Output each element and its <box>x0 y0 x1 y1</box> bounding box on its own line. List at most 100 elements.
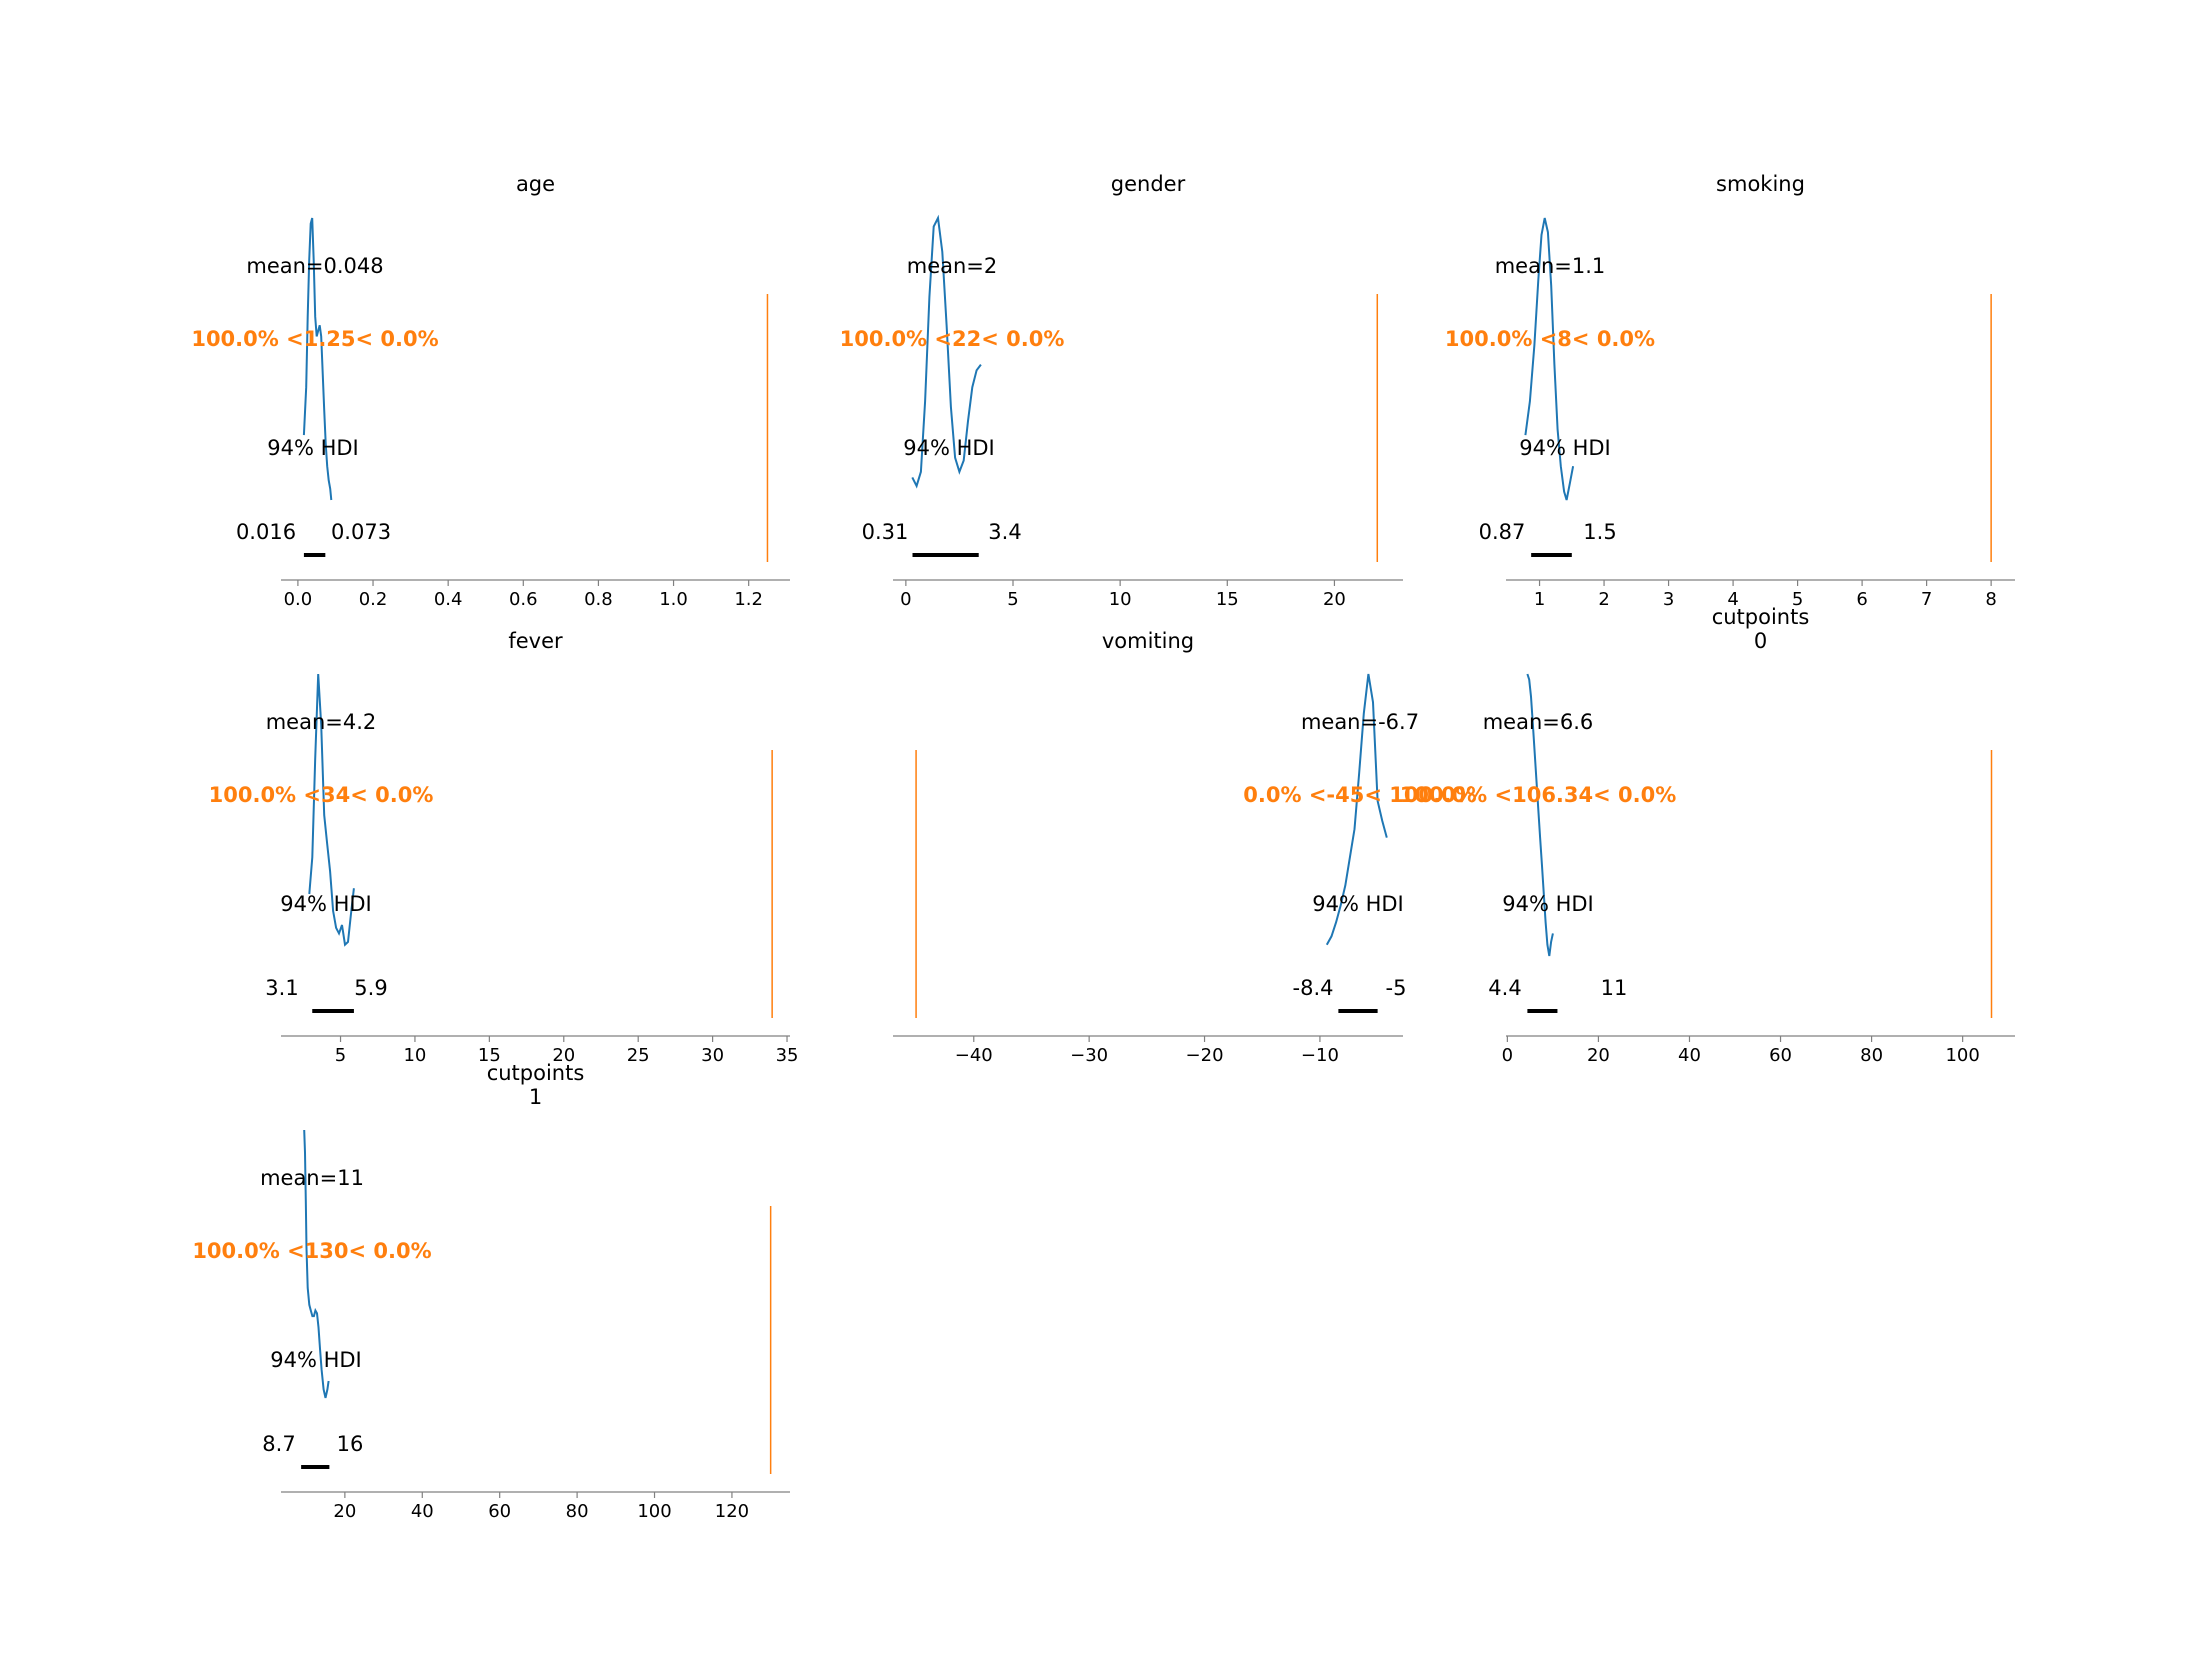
hdi-high-label: 11 <box>1601 976 1628 1000</box>
panel-1: gender 0 5 10 15 20 mean=2 100.0% <22< 0.0% 94% … <box>840 172 1403 610</box>
posterior-density-curve <box>303 1129 330 1399</box>
x-tick-label: 10 <box>1109 589 1132 610</box>
reference-value-label: 100.0% <130< 0.0% <box>192 1239 431 1263</box>
mean-label: mean=6.6 <box>1483 710 1594 734</box>
hdi-label: 94% HDI <box>1312 892 1404 916</box>
mean-label: mean=1.1 <box>1495 254 1606 278</box>
panel-title: 1 <box>529 1085 542 1109</box>
x-tick-label: 4 <box>1727 589 1738 610</box>
hdi-high-label: 1.5 <box>1583 520 1616 544</box>
hdi-low-label: 8.7 <box>262 1432 295 1456</box>
posterior-density-curve <box>302 217 333 501</box>
x-tick-label: 6 <box>1856 589 1867 610</box>
reference-value-label: 100.0% <34< 0.0% <box>209 783 434 807</box>
reference-value-label: 100.0% <106.34< 0.0% <box>1400 783 1677 807</box>
panel-2: smoking 1 2 3 4 5 6 7 8 mean=1.1 100.0% <8< 0.0% 94… <box>1445 172 2015 610</box>
x-tick-label: 20 <box>1323 589 1346 610</box>
hdi-label: 94% HDI <box>1519 436 1611 460</box>
hdi-label: 94% HDI <box>903 436 995 460</box>
hdi-label: 94% HDI <box>270 1348 362 1372</box>
x-tick-label: 1 <box>1534 589 1545 610</box>
x-tick-label: 100 <box>1945 1045 1979 1066</box>
hdi-high-label: 5.9 <box>354 976 387 1000</box>
mean-label: mean=11 <box>260 1166 364 1190</box>
panel-title: smoking <box>1716 172 1805 196</box>
panel-title: fever <box>508 629 563 653</box>
panel-title: 0 <box>1754 629 1767 653</box>
hdi-low-label: 0.31 <box>862 520 909 544</box>
x-tick-label: 0.0 <box>284 589 313 610</box>
x-tick-label: 0 <box>900 589 911 610</box>
hdi-low-label: 3.1 <box>265 976 298 1000</box>
panel-4: vomiting −40 −30 −20 −10 mean=-6.7 0.0% <-45< … <box>893 629 1477 1066</box>
x-tick-label: 60 <box>1769 1045 1792 1066</box>
posterior-density-curve <box>1325 673 1388 946</box>
x-tick-label: 15 <box>1216 589 1239 610</box>
x-tick-label: −30 <box>1070 1045 1108 1066</box>
x-tick-label: 5 <box>335 1045 346 1066</box>
hdi-high-label: 16 <box>337 1432 364 1456</box>
x-tick-label: 7 <box>1921 589 1932 610</box>
x-tick-label: 8 <box>1985 589 1996 610</box>
x-tick-label: 5 <box>1792 589 1803 610</box>
hdi-low-label: 0.016 <box>236 520 296 544</box>
mean-label: mean=-6.7 <box>1301 710 1419 734</box>
x-tick-label: 1.2 <box>734 589 763 610</box>
x-tick-label: 0.8 <box>584 589 613 610</box>
posterior-density-curve <box>1524 217 1575 501</box>
hdi-label: 94% HDI <box>280 892 372 916</box>
x-tick-label: 0.2 <box>359 589 388 610</box>
hdi-label: 94% HDI <box>1502 892 1594 916</box>
reference-value-label: 100.0% <8< 0.0% <box>1445 327 1655 351</box>
x-tick-label: 3 <box>1663 589 1674 610</box>
hdi-high-label: 0.073 <box>331 520 391 544</box>
mean-label: mean=2 <box>907 254 998 278</box>
hdi-high-label: 3.4 <box>988 520 1021 544</box>
x-tick-label: 25 <box>627 1045 650 1066</box>
hdi-high-label: -5 <box>1386 976 1407 1000</box>
panel-0: age 0.0 0.2 0.4 0.6 0.8 1.0 1.2 mean=0.048 100.0%… <box>191 172 790 610</box>
reference-value-label: 0.0% <-45< 100.0% <box>1243 783 1476 807</box>
panel-title: gender <box>1111 172 1186 196</box>
x-tick-label: 15 <box>478 1045 501 1066</box>
hdi-low-label: -8.4 <box>1293 976 1334 1000</box>
panel-title: age <box>516 172 555 196</box>
x-tick-label: 40 <box>1678 1045 1701 1066</box>
x-tick-label: 10 <box>403 1045 426 1066</box>
posterior-density-curve <box>911 214 982 489</box>
x-tick-label: −20 <box>1186 1045 1224 1066</box>
hdi-low-label: 0.87 <box>1479 520 1526 544</box>
x-tick-label: 0.6 <box>509 589 538 610</box>
x-tick-label: 40 <box>411 1501 434 1522</box>
x-tick-label: 20 <box>552 1045 575 1066</box>
x-tick-label: 0.4 <box>434 589 463 610</box>
x-tick-label: 35 <box>776 1045 799 1066</box>
x-tick-label: 20 <box>1587 1045 1610 1066</box>
x-tick-label: 1.0 <box>659 589 688 610</box>
x-tick-label: −10 <box>1301 1045 1339 1066</box>
x-tick-label: 30 <box>701 1045 724 1066</box>
x-tick-label: 2 <box>1598 589 1609 610</box>
posterior-density-curve <box>1526 673 1554 957</box>
x-tick-label: 60 <box>488 1501 511 1522</box>
hdi-label: 94% HDI <box>267 436 359 460</box>
x-tick-label: 80 <box>1860 1045 1883 1066</box>
panel-title: cutpoints <box>1712 605 1810 629</box>
x-tick-label: 0 <box>1502 1045 1513 1066</box>
posterior-density-curve <box>308 673 355 947</box>
hdi-low-label: 4.4 <box>1488 976 1521 1000</box>
x-tick-label: 120 <box>715 1501 749 1522</box>
panel-title: vomiting <box>1102 629 1194 653</box>
mean-label: mean=0.048 <box>246 254 383 278</box>
reference-value-label: 100.0% <22< 0.0% <box>840 327 1065 351</box>
x-tick-label: 80 <box>566 1501 589 1522</box>
panel-3: fever 5 10 15 20 25 30 35 mean=4.2 100.0% <34< 0.… <box>209 629 799 1066</box>
reference-value-label: 100.0% <1.25< 0.0% <box>191 327 438 351</box>
panel-title: cutpoints <box>487 1061 585 1085</box>
x-tick-label: 20 <box>333 1501 356 1522</box>
mean-label: mean=4.2 <box>266 710 377 734</box>
x-tick-label: 5 <box>1007 589 1018 610</box>
